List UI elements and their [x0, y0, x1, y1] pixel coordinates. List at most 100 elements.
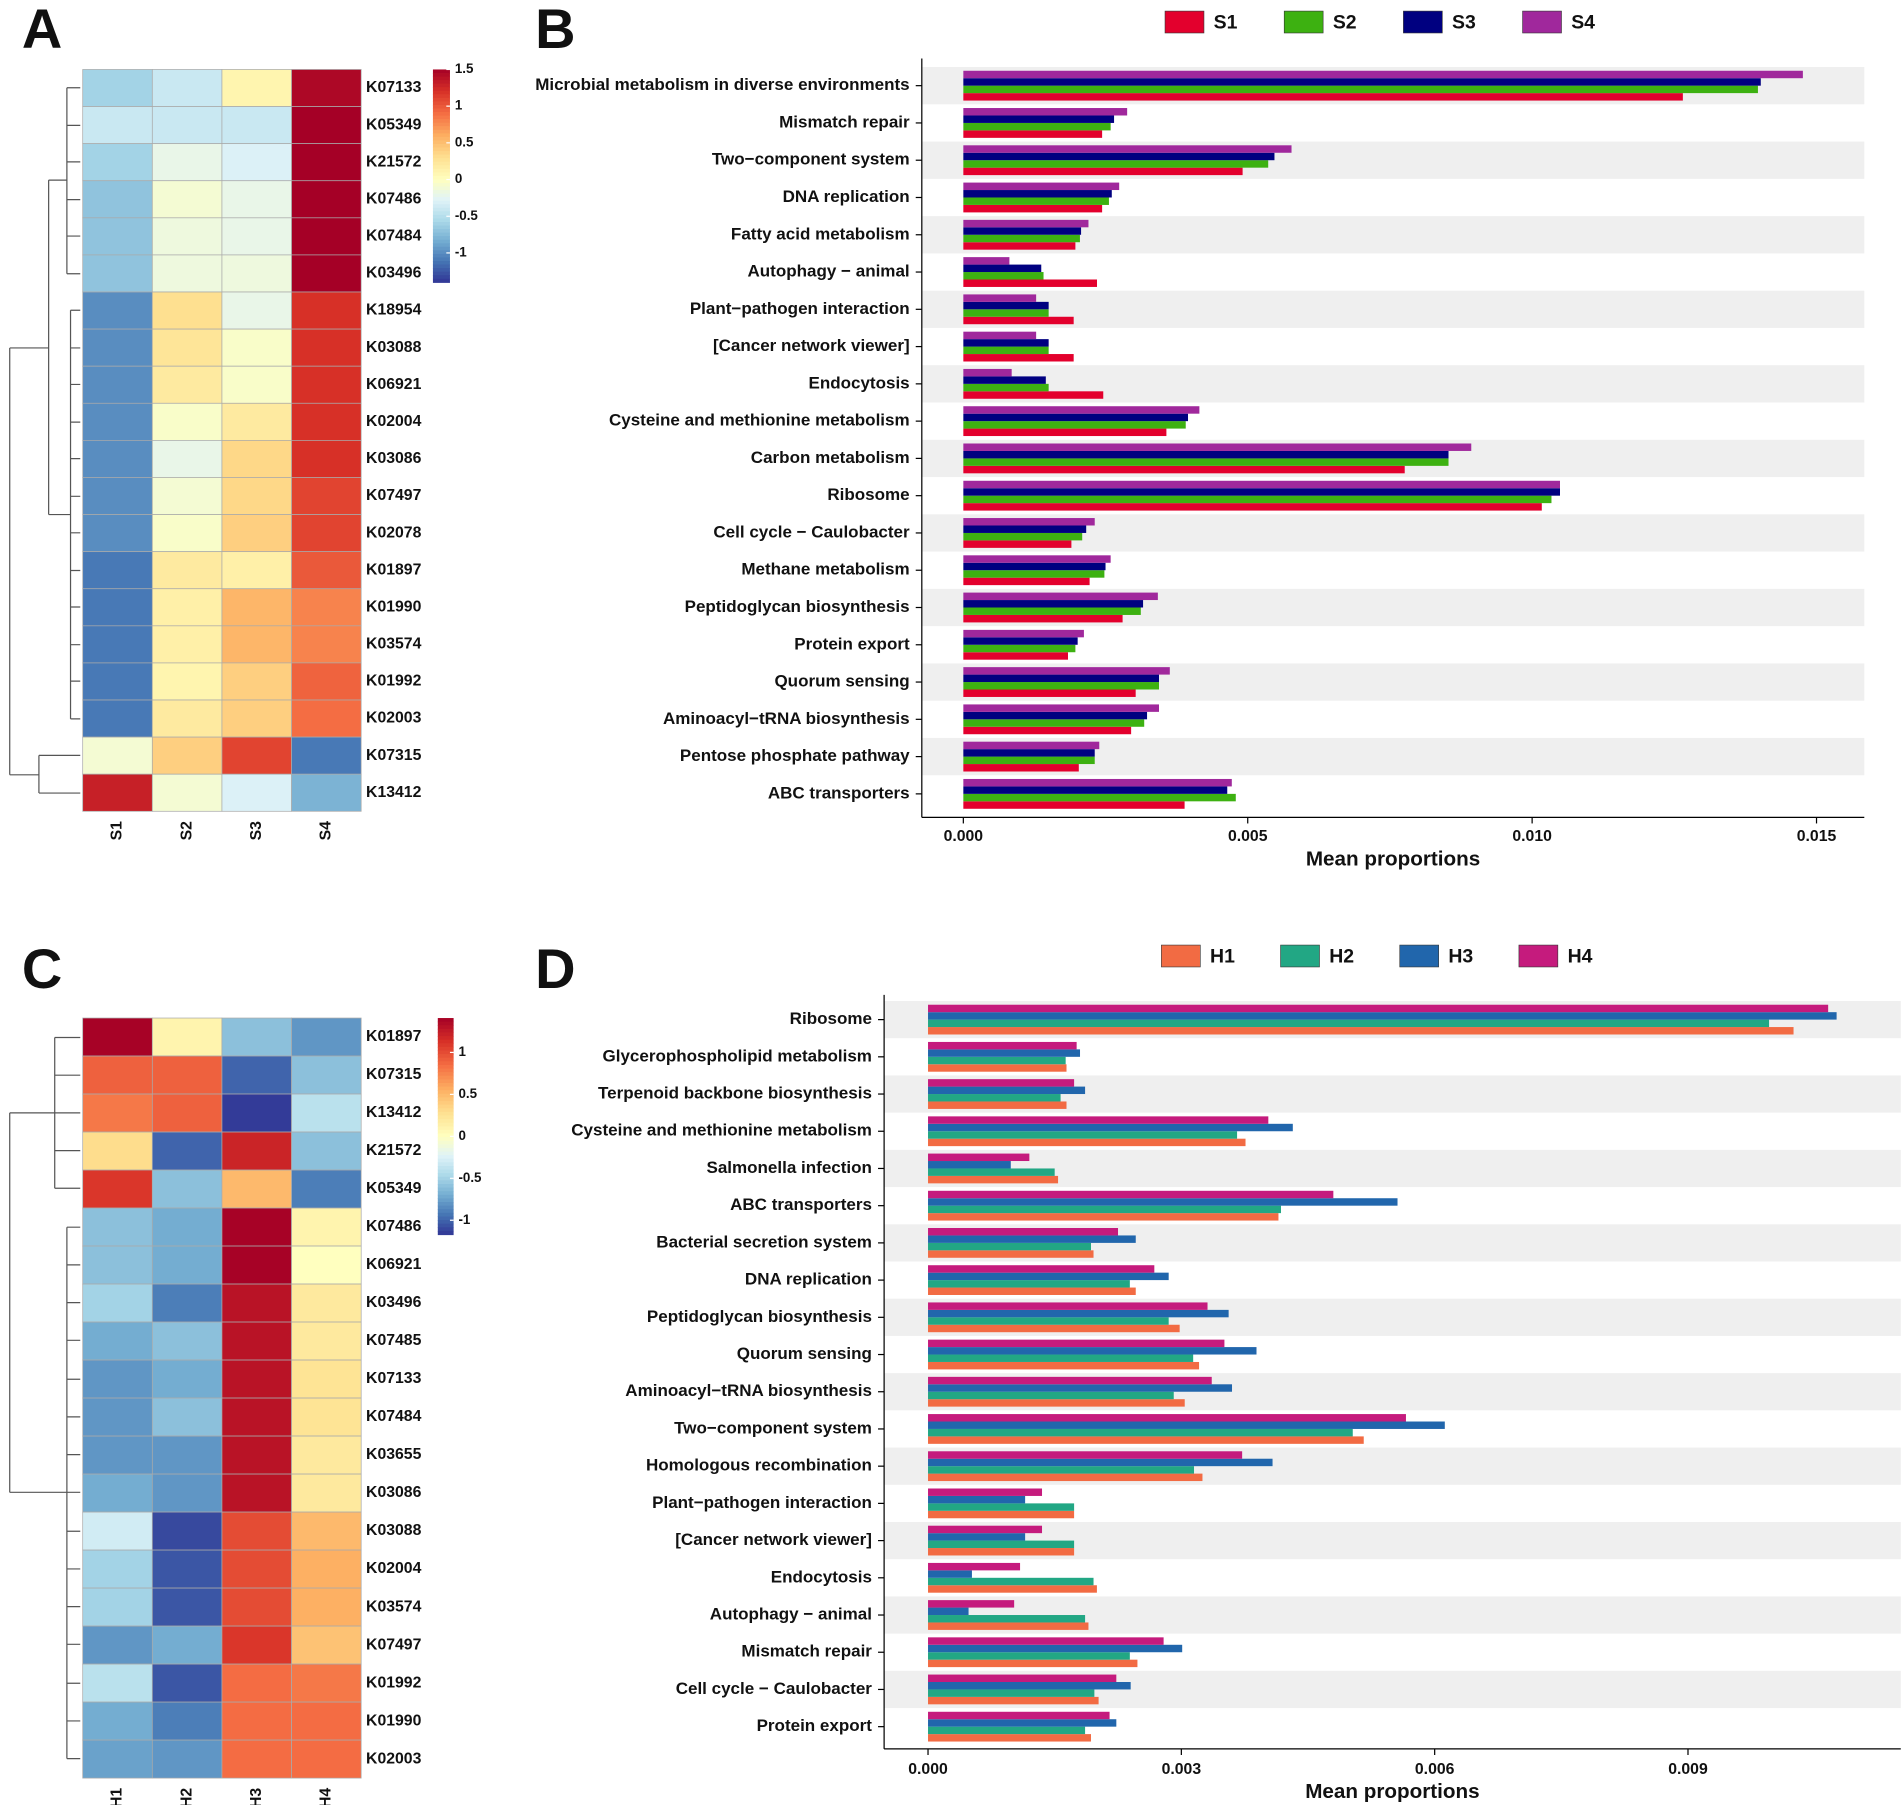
heatmap-cell [151, 143, 223, 182]
colorbar-segment [437, 1072, 454, 1077]
colorbar-segment [437, 1162, 454, 1167]
panel-label: A [22, 0, 62, 60]
bar [928, 1347, 1257, 1355]
bar [928, 1317, 1169, 1325]
legend-swatch [1403, 10, 1443, 34]
colorbar-segment [432, 143, 450, 149]
row-label: K07497 [366, 1636, 422, 1653]
bar [928, 1488, 1043, 1496]
colorbar-segment [432, 193, 450, 198]
row-label: K03088 [366, 339, 422, 356]
bar [928, 1041, 1077, 1050]
colorbar-segment [432, 140, 450, 145]
heatmap-cell [151, 365, 223, 404]
x-tick-label: 0.000 [944, 828, 984, 845]
heatmap-cell [151, 1131, 223, 1171]
bar [963, 182, 1120, 191]
row-label: K02004 [366, 1560, 422, 1577]
row-label: K21572 [366, 153, 422, 170]
heatmap-cell [291, 588, 362, 627]
bar [928, 1101, 1067, 1109]
bar [928, 1674, 1117, 1683]
bar [963, 637, 1078, 645]
bar [963, 264, 1042, 273]
colorbar-segment [437, 1155, 454, 1160]
category-label: Autophagy − animal [710, 1605, 872, 1624]
colorbar-segment [432, 268, 450, 273]
colorbar-tick-label: -0.5 [458, 1170, 482, 1185]
bar [928, 1131, 1238, 1139]
heatmap-cell [221, 440, 292, 478]
heatmap-cell [82, 365, 153, 404]
heatmap-cell [82, 69, 153, 107]
heatmap-cell [151, 254, 223, 293]
bar [928, 1577, 1094, 1586]
heatmap-cell [151, 773, 223, 812]
colorbar-segment [432, 182, 450, 188]
row-label: K07315 [366, 747, 422, 764]
heatmap-cell [291, 1207, 362, 1247]
heatmap-cell [82, 551, 153, 590]
heatmap-cell [291, 1093, 362, 1133]
colorbar-segment [432, 151, 450, 156]
bar [963, 592, 1158, 601]
bar [928, 1079, 1075, 1087]
colorbar-segment [437, 1176, 454, 1181]
heatmap-cell [82, 180, 153, 219]
heatmap-cell [221, 1359, 292, 1399]
heatmap-cell [291, 1549, 362, 1589]
row-label: K06921 [366, 376, 422, 393]
colorbar-segment [432, 236, 450, 241]
colorbar-segment [437, 1202, 454, 1207]
bar [963, 257, 1010, 265]
heatmap-cell [82, 1245, 153, 1285]
category-label: Terpenoid backbone biosynthesis [598, 1084, 872, 1103]
colorbar-segment [432, 218, 450, 223]
colorbar-segment [432, 239, 450, 244]
heatmap-cell [151, 1701, 223, 1741]
dendrogram [9, 87, 81, 794]
heatmap-cell [291, 1397, 362, 1437]
heatmap-cell [151, 1359, 223, 1399]
heatmap-cell [151, 662, 223, 701]
panel-label: D [535, 937, 575, 1000]
heatmap-cell [82, 254, 153, 293]
category-label: Protein export [794, 634, 910, 653]
x-axis-label: Mean proportions [1306, 847, 1480, 870]
heatmap-cell [291, 1473, 362, 1513]
colorbar-segment [437, 1032, 454, 1037]
heatmap-cell [221, 477, 292, 515]
heatmap-cell [221, 1701, 292, 1741]
heatmap-cell [82, 736, 153, 775]
colorbar-segment [432, 172, 450, 177]
colorbar-tick-label: 0.5 [458, 1086, 477, 1101]
colorbar-segment [437, 1180, 454, 1185]
category-label: ABC transporters [768, 783, 910, 802]
heatmap-cell [221, 1283, 292, 1323]
heatmap-cell [291, 1511, 362, 1551]
category-label: Quorum sensing [774, 672, 909, 691]
colorbar-segment [437, 1119, 454, 1124]
bar [963, 607, 1141, 615]
heatmap-cell [82, 106, 153, 145]
bar [928, 1205, 1281, 1214]
heatmap-cell [82, 1131, 153, 1171]
bar [928, 1585, 1097, 1593]
heatmap-cell [82, 1549, 153, 1589]
category-label: Fatty acid metabolism [731, 224, 910, 243]
bar [963, 204, 1103, 213]
category-label: Two−component system [712, 150, 910, 169]
colorbar-tick-label: 1 [455, 98, 463, 113]
row-label: K21572 [366, 1142, 422, 1159]
row-label: K03574 [366, 1598, 422, 1615]
colorbar-segment [437, 1061, 454, 1066]
bar [963, 272, 1044, 280]
heatmap-cell [221, 773, 292, 812]
colorbar-segment [437, 1082, 454, 1088]
heatmap-cell [82, 1283, 153, 1323]
bar [963, 70, 1803, 79]
category-label: Homologous recombination [646, 1456, 872, 1475]
colorbar-segment [437, 1054, 454, 1059]
colorbar-segment [437, 1075, 454, 1080]
bar [928, 1726, 1086, 1735]
